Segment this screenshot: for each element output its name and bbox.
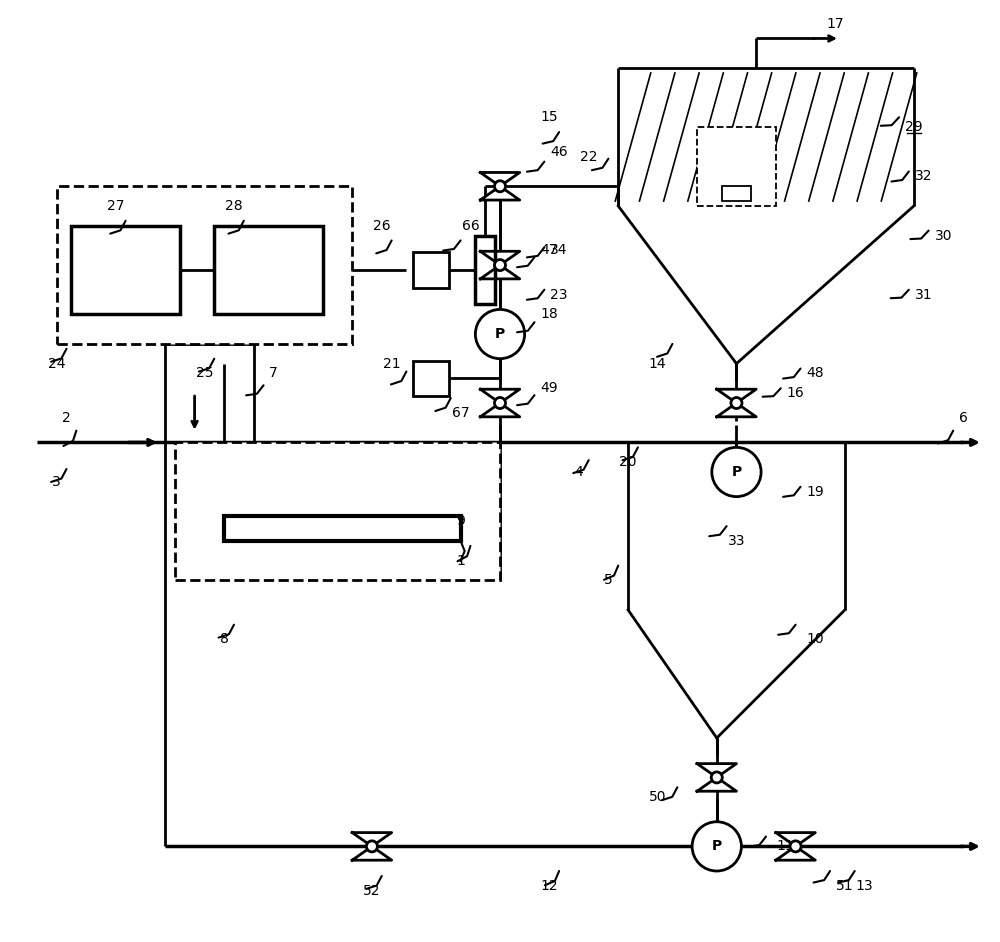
Polygon shape: [352, 833, 392, 846]
Text: 1: 1: [456, 554, 465, 568]
Circle shape: [711, 771, 722, 783]
Text: 12: 12: [540, 879, 558, 893]
Bar: [71, 226, 180, 315]
Text: P: P: [495, 327, 505, 341]
Text: 6: 6: [959, 411, 968, 425]
Text: 11: 11: [777, 839, 795, 853]
Circle shape: [494, 181, 506, 192]
Text: 47: 47: [541, 243, 558, 257]
Text: 26: 26: [373, 219, 391, 233]
Text: 22: 22: [580, 150, 597, 164]
Polygon shape: [776, 833, 815, 846]
Text: 10: 10: [806, 632, 824, 646]
Text: 24: 24: [48, 357, 65, 370]
Text: 46: 46: [550, 145, 568, 159]
Text: 32: 32: [915, 170, 932, 184]
Text: 15: 15: [540, 110, 558, 124]
Text: 49: 49: [540, 382, 558, 396]
Text: P: P: [731, 465, 742, 479]
Text: 29: 29: [905, 121, 923, 134]
Polygon shape: [480, 389, 520, 403]
Text: 50: 50: [649, 790, 666, 804]
Text: 7: 7: [269, 366, 278, 381]
Circle shape: [366, 841, 377, 852]
Polygon shape: [480, 403, 520, 416]
Text: 18: 18: [540, 307, 558, 321]
Polygon shape: [480, 252, 520, 265]
Circle shape: [790, 841, 801, 852]
Text: 51: 51: [836, 879, 854, 893]
Text: 2: 2: [62, 411, 71, 425]
Text: 33: 33: [728, 534, 745, 548]
Text: 27: 27: [107, 199, 125, 213]
Text: 67: 67: [452, 406, 469, 420]
Polygon shape: [776, 846, 815, 860]
Text: 25: 25: [196, 366, 213, 381]
Bar: [214, 226, 323, 315]
Bar: [697, 127, 776, 206]
Text: P: P: [712, 839, 722, 853]
Text: 9: 9: [456, 514, 465, 528]
Text: 14: 14: [649, 357, 666, 370]
Circle shape: [731, 398, 742, 409]
Text: 17: 17: [826, 17, 844, 31]
Polygon shape: [352, 846, 392, 860]
Circle shape: [494, 398, 506, 409]
Text: 28: 28: [225, 199, 243, 213]
Bar: [722, 187, 751, 201]
Polygon shape: [697, 777, 736, 791]
Text: 20: 20: [619, 455, 637, 469]
Text: 4: 4: [574, 465, 583, 479]
Text: 16: 16: [787, 386, 804, 400]
Circle shape: [475, 309, 525, 359]
Text: 8: 8: [220, 632, 229, 646]
Text: 30: 30: [935, 229, 952, 242]
Circle shape: [692, 821, 741, 871]
Text: 5: 5: [604, 574, 613, 588]
Bar: [175, 443, 500, 580]
Text: 21: 21: [383, 357, 400, 370]
Text: 3: 3: [52, 475, 61, 489]
Polygon shape: [697, 764, 736, 777]
Bar: [57, 187, 352, 344]
Bar: [413, 361, 449, 397]
Text: 66: 66: [462, 219, 479, 233]
Text: 19: 19: [806, 485, 824, 498]
Text: 48: 48: [806, 366, 824, 381]
Text: 52: 52: [363, 884, 381, 898]
Bar: [413, 252, 449, 287]
Circle shape: [494, 260, 506, 270]
Text: 31: 31: [915, 287, 932, 301]
Polygon shape: [717, 403, 756, 416]
Bar: [475, 236, 495, 304]
Polygon shape: [717, 389, 756, 403]
Text: 34: 34: [550, 243, 568, 257]
Polygon shape: [480, 172, 520, 187]
Polygon shape: [480, 187, 520, 200]
Circle shape: [712, 447, 761, 496]
Text: 23: 23: [550, 287, 568, 301]
Text: 13: 13: [856, 879, 873, 893]
Bar: [224, 516, 461, 541]
Polygon shape: [480, 265, 520, 279]
